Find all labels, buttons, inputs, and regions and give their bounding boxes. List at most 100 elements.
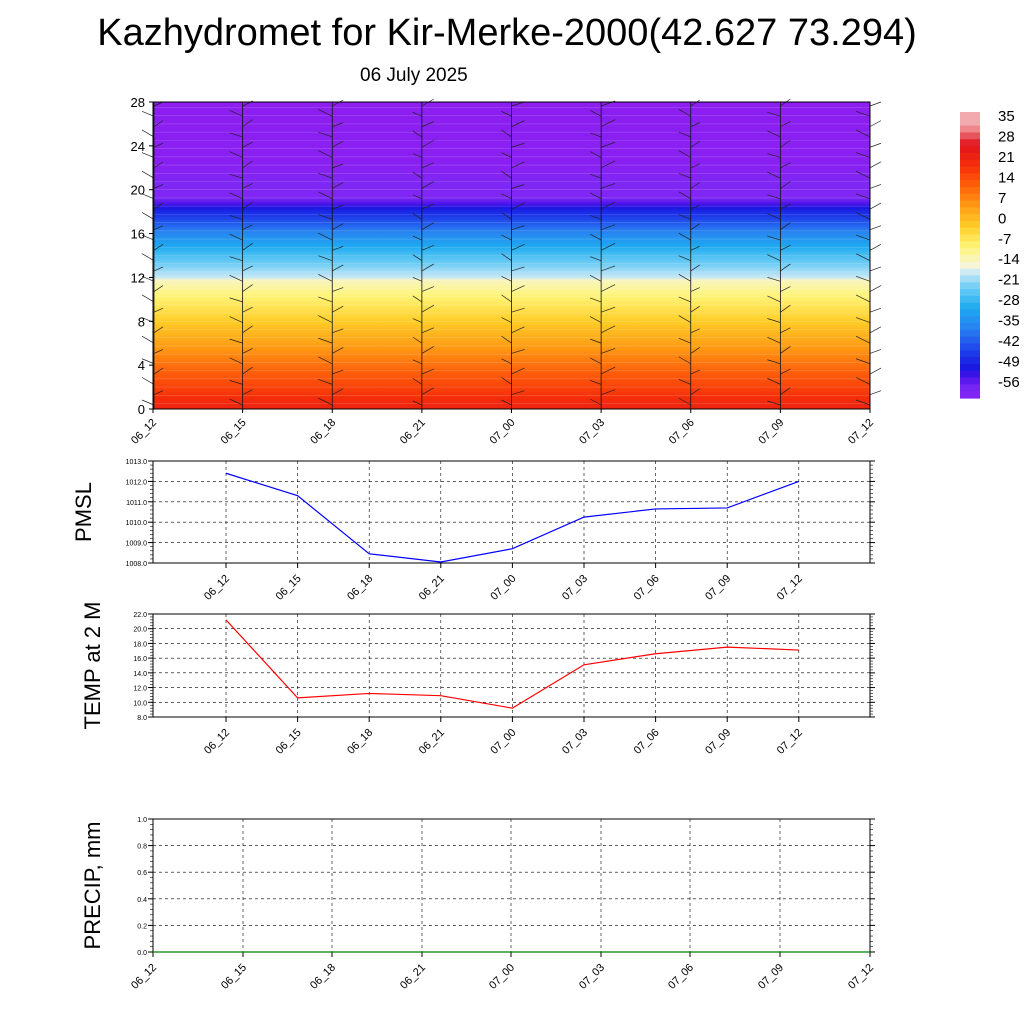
chart-subtitle: 06 July 2025: [360, 65, 468, 86]
wind-barb: [153, 120, 164, 127]
wind-barb: [242, 201, 253, 210]
wind-barb: [421, 304, 435, 313]
wind-barb: [153, 367, 164, 375]
wind-barb: [153, 184, 164, 189]
wind-barb: [600, 119, 616, 127]
colorbar-cell: [960, 377, 980, 385]
wind-barb: [780, 368, 791, 375]
wind-barb: [690, 182, 700, 189]
wind-barb: [501, 212, 512, 220]
wind-barb: [511, 367, 525, 375]
wind-barb: [511, 202, 525, 210]
wind-barb: [767, 171, 781, 179]
x-tick-label: 07_09: [703, 727, 733, 757]
colorbar-cell: [960, 295, 980, 304]
wind-barb: [412, 130, 423, 138]
wind-barb: [412, 378, 423, 385]
wind-barb: [412, 276, 423, 282]
wind-barb: [767, 213, 781, 220]
wind-barb: [855, 152, 871, 158]
wind-barb: [501, 317, 512, 323]
colorbar-label: -28: [998, 292, 1020, 309]
wind-barb: [855, 399, 871, 406]
x-tick-label: 07_03: [560, 727, 590, 757]
wind-barb: [412, 235, 423, 241]
wind-barb: [590, 338, 602, 344]
wind-barb: [869, 142, 882, 148]
wind-barb: [318, 232, 333, 241]
wind-barb: [153, 161, 164, 169]
wind-barb: [855, 110, 871, 117]
wind-barb: [229, 109, 243, 117]
wind-barb: [421, 346, 435, 354]
wind-barb: [501, 129, 512, 138]
x-tick-label: 06_21: [417, 727, 447, 757]
wind-barb: [242, 389, 253, 396]
x-tick-label: 06_15: [274, 727, 304, 757]
wind-barb: [678, 150, 691, 158]
wind-barb: [332, 223, 344, 231]
wind-barb: [412, 359, 423, 365]
x-tick-label: 07_12: [775, 727, 805, 757]
wind-barb: [501, 335, 512, 344]
wind-barb: [590, 297, 602, 303]
y-tick-label: 1012.0: [126, 479, 148, 486]
wind-barb: [690, 122, 700, 127]
wind-barb: [869, 225, 882, 231]
wind-barb: [229, 233, 243, 241]
wind-barb: [242, 284, 253, 292]
y-tick-label: 20: [131, 183, 145, 198]
wind-barb: [242, 366, 253, 375]
colorbar-cell: [960, 139, 980, 147]
y-tick-label: 1008.0: [126, 561, 148, 568]
y-tick-label: 12: [131, 270, 145, 285]
wind-barb: [511, 184, 525, 189]
pmsl-panel: 1013.0 1012.0 1011.0 1010.0 1009.0 1008.0 06_1…: [71, 459, 875, 603]
x-tick-label: 07_00: [488, 727, 518, 757]
x-tick-label: 06_15: [219, 417, 249, 447]
wind-barb: [511, 349, 525, 354]
colorbar-cell: [960, 180, 980, 188]
colorbar-label: 21: [998, 149, 1015, 166]
wind-barb: [229, 274, 243, 282]
colorbar-cell: [960, 186, 980, 195]
colorbar-cell: [960, 275, 980, 283]
wind-barb: [332, 246, 344, 251]
wind-barb: [869, 101, 882, 107]
colorbar-cell: [960, 241, 980, 249]
wind-barb: [601, 306, 616, 313]
wind-barb: [678, 109, 691, 117]
colorbar-cell: [960, 234, 980, 242]
wind-barb: [590, 132, 602, 138]
precip-panel: 1.0 0.8 0.6 0.4 0.2 0.0 06_12 06_15 06_18 06_21 07…: [80, 817, 876, 992]
wind-barb: [141, 170, 155, 179]
colorbar-cell: [960, 336, 980, 345]
wind-barb: [229, 398, 243, 406]
x-tick-label: 07_09: [756, 962, 786, 992]
wind-barb: [869, 367, 882, 375]
temp-panel: 22.0 20.0 18.0 16.0 14.0 12.0 10.0 8.0 06_12 06_1…: [80, 602, 875, 757]
x-tick-label: 07_12: [775, 573, 805, 603]
wind-barb: [318, 397, 333, 406]
wind-barb: [153, 326, 164, 334]
colorbar-label: 0: [998, 210, 1006, 227]
colorbar-cell: [960, 207, 980, 215]
x-tick-label: 06_21: [398, 962, 428, 992]
wind-barb: [600, 366, 616, 375]
colorbar-cell: [960, 384, 980, 392]
y-axis-label: TEMP at 2 M: [80, 602, 105, 730]
wind-barb: [318, 356, 333, 365]
wind-barb: [242, 243, 253, 251]
wind-barb: [600, 243, 616, 251]
x-tick-label: 07_12: [846, 417, 876, 447]
wind-barb: [153, 202, 164, 210]
wind-barb: [318, 172, 333, 179]
colorbar-label: 14: [998, 169, 1015, 186]
colorbar-cell: [960, 323, 980, 331]
wind-barb: [511, 161, 525, 169]
wind-barb: [780, 162, 791, 169]
colorbar-cell: [960, 166, 980, 174]
x-tick-label: 07_09: [703, 573, 733, 603]
y-tick-label: 0: [138, 402, 145, 417]
